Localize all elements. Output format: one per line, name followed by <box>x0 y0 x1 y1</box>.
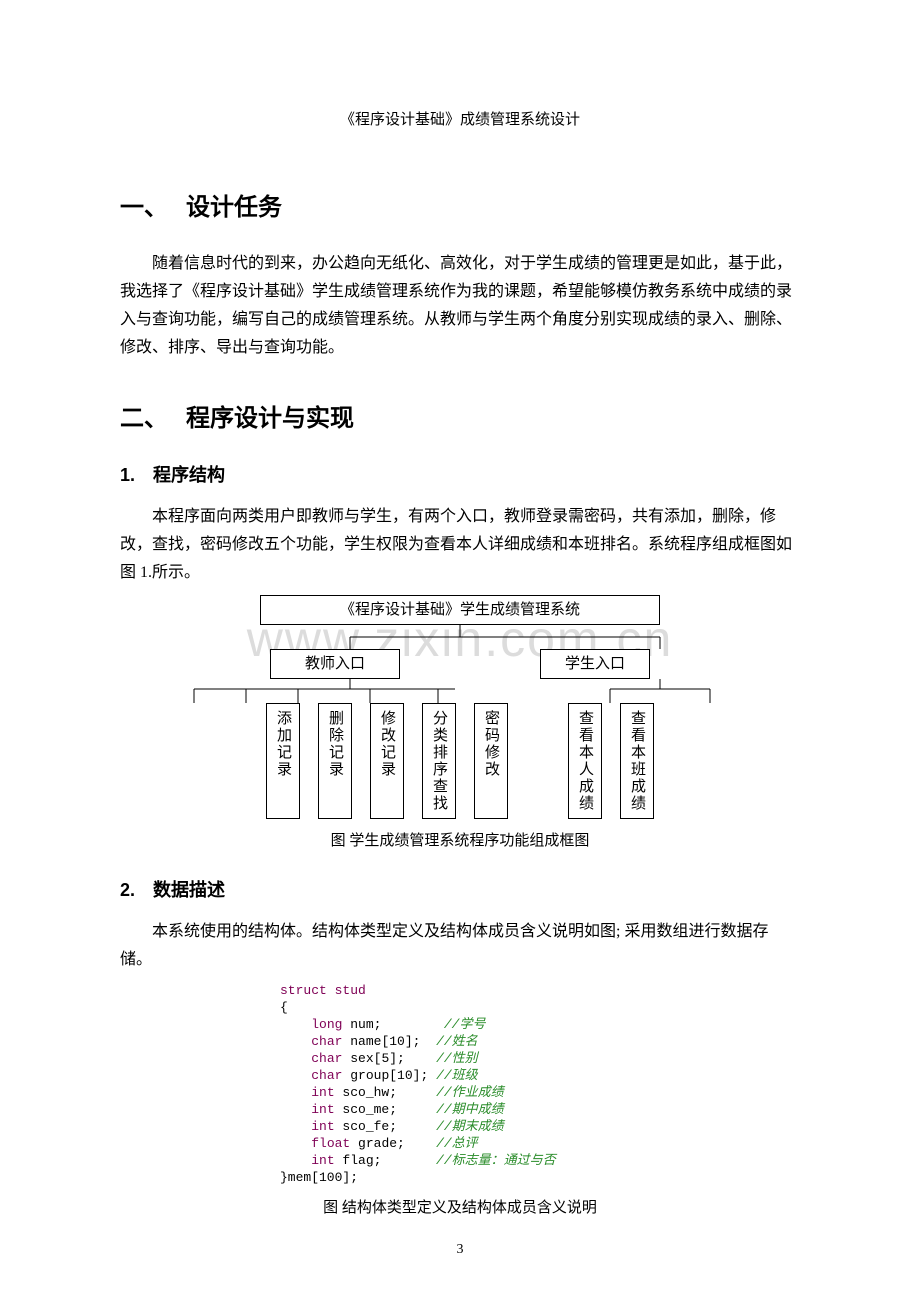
subsection-1-title: 程序结构 <box>153 465 225 485</box>
diagram-leaf-row: 添加记录 删除记录 修改记录 分类排序查找 密码修改 查看本人成绩 查看本班成绩 <box>150 703 770 819</box>
section-1-title: 设计任务 <box>186 194 282 221</box>
subsection-2-heading: 2. 数据描述 <box>120 876 800 902</box>
section-2-heading: 二、程序设计与实现 <box>120 398 800 433</box>
leaf-delete: 删除记录 <box>318 703 352 819</box>
diagram-student-box: 学生入口 <box>540 649 650 679</box>
subsection-1-heading: 1. 程序结构 <box>120 461 800 487</box>
diagram-teacher-box: 教师入口 <box>270 649 400 679</box>
org-diagram: 《程序设计基础》学生成绩管理系统 教师入口 学生入口 添加记录 删除记录 修改记… <box>150 595 770 850</box>
page-content: 《程序设计基础》成绩管理系统设计 一、设计任务 随着信息时代的到来，办公趋向无纸… <box>0 0 920 1217</box>
subsection-2-num: 2. <box>120 880 135 900</box>
page-header: 《程序设计基础》成绩管理系统设计 <box>120 108 800 129</box>
diagram-top-box: 《程序设计基础》学生成绩管理系统 <box>260 595 660 625</box>
leaf-modify: 修改记录 <box>370 703 404 819</box>
leaf-view-class: 查看本班成绩 <box>620 703 654 819</box>
struct-code-block: struct stud { long num; //学号 char name[1… <box>280 982 640 1186</box>
subsection-2-title: 数据描述 <box>153 880 225 900</box>
section-2-num: 二、 <box>120 398 168 433</box>
diagram-student-leaves: 查看本人成绩 查看本班成绩 <box>568 703 654 819</box>
page-number: 3 <box>0 1242 920 1258</box>
diagram-top-row: 《程序设计基础》学生成绩管理系统 <box>150 595 770 625</box>
subsection-1-para: 本程序面向两类用户即教师与学生，有两个入口，教师登录需密码，共有添加，删除，修改… <box>120 503 800 587</box>
diagram-caption: 图 学生成绩管理系统程序功能组成框图 <box>150 829 770 850</box>
leaf-view-self: 查看本人成绩 <box>568 703 602 819</box>
section-1-num: 一、 <box>120 187 168 222</box>
section-2-title: 程序设计与实现 <box>186 405 354 432</box>
code-caption: 图 结构体类型定义及结构体成员含义说明 <box>120 1196 800 1217</box>
section-1-para: 随着信息时代的到来，办公趋向无纸化、高效化，对于学生成绩的管理更是如此，基于此，… <box>120 250 800 362</box>
leaf-add: 添加记录 <box>266 703 300 819</box>
subsection-2-para: 本系统使用的结构体。结构体类型定义及结构体成员含义说明如图; 采用数组进行数据存… <box>120 918 800 974</box>
diagram-mid-row: 教师入口 学生入口 <box>150 649 770 679</box>
section-1-heading: 一、设计任务 <box>120 187 800 222</box>
diagram-teacher-leaves: 添加记录 删除记录 修改记录 分类排序查找 密码修改 <box>266 703 508 819</box>
leaf-password: 密码修改 <box>474 703 508 819</box>
subsection-1-num: 1. <box>120 465 135 485</box>
leaf-sort: 分类排序查找 <box>422 703 456 819</box>
